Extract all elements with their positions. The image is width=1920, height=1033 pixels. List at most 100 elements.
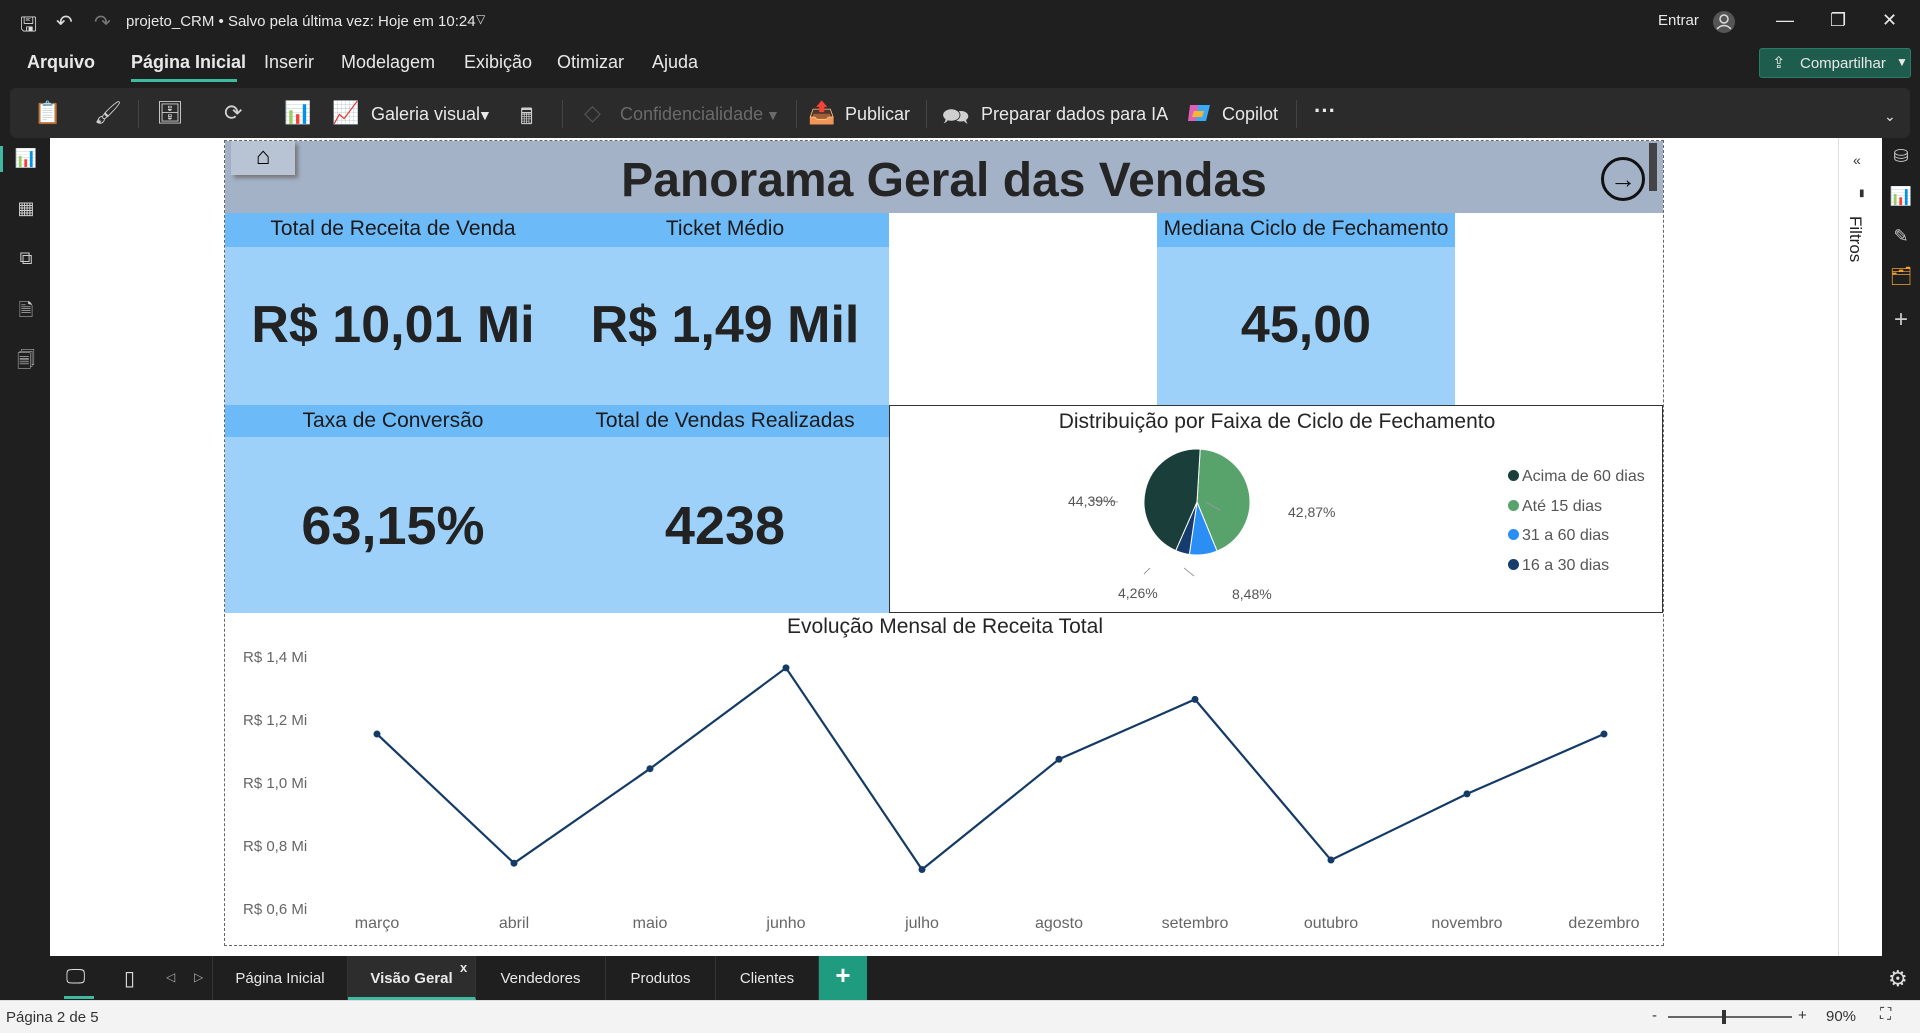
- data-pane-icon[interactable]: ⛁: [1893, 146, 1909, 166]
- view-switcher: 📊 ▦ ⧉ 🗎 🗐: [0, 138, 50, 955]
- line-chart-title: Evolução Mensal de Receita Total: [787, 615, 1103, 638]
- title-bar: 🖫 ↶ ↷ projeto_CRM • Salvo pela última ve…: [0, 0, 1920, 44]
- y-tick-label: R$ 1,0 Mi: [243, 775, 308, 792]
- legend-item[interactable]: Até 15 dias: [1508, 498, 1602, 516]
- minimize-button[interactable]: —: [1776, 10, 1794, 30]
- filters-pane[interactable]: « ▮ Filtros: [1838, 138, 1882, 956]
- chevron-down-icon[interactable]: ▼: [478, 107, 492, 123]
- expand-filters-icon[interactable]: «: [1853, 152, 1861, 168]
- calculator-icon[interactable]: 🖩: [520, 104, 534, 129]
- publish-icon: 📤: [808, 100, 836, 125]
- document-title[interactable]: projeto_CRM • Salvo pela última vez: Hoj…: [126, 13, 476, 30]
- copilot-button[interactable]: Copilot: [1222, 104, 1279, 124]
- pie-slice-2: [1196, 448, 1251, 552]
- model-view-icon[interactable]: ⧉: [19, 248, 33, 268]
- format-painter-icon[interactable]: 🖌: [94, 100, 122, 125]
- page-tab-pagina-inicial[interactable]: Página Inicial: [212, 956, 348, 1000]
- maximize-button[interactable]: ❐: [1830, 10, 1847, 30]
- next-page-button[interactable]: →: [1601, 157, 1645, 201]
- y-tick-label: R$ 0,8 Mi: [243, 838, 308, 855]
- bookmarks-icon[interactable]: 🗂: [1889, 266, 1913, 286]
- kpi-card-receita[interactable]: Total de Receita de Venda R$ 10,01 Mi: [225, 213, 561, 405]
- redo-icon[interactable]: ↷: [94, 12, 111, 34]
- kpi-card-conversao[interactable]: Taxa de Conversão 63,15%: [225, 405, 561, 613]
- visual-gallery-button[interactable]: Galeria visual: [371, 104, 481, 124]
- x-tick-label: março: [354, 915, 400, 932]
- undo-icon[interactable]: ↶: [56, 12, 73, 34]
- share-button[interactable]: ⇪ Compartilhar ▼: [1759, 48, 1911, 78]
- page-tab-visao-geral[interactable]: Visão Geral x: [348, 956, 476, 1000]
- home-icon: ⌂: [255, 143, 271, 170]
- next-page-icon[interactable]: ▷: [194, 970, 204, 984]
- legend-item[interactable]: 16 a 30 dias: [1508, 557, 1609, 575]
- save-icon[interactable]: 🖫: [20, 14, 38, 36]
- settings-gear-icon[interactable]: ⚙: [1888, 966, 1908, 991]
- menu-arquivo[interactable]: Arquivo: [27, 52, 96, 72]
- menu-exibicao[interactable]: Exibição: [464, 52, 533, 72]
- chevron-down-icon[interactable]: ▽: [476, 12, 486, 26]
- add-page-button[interactable]: +: [819, 956, 867, 1000]
- pie-label-ate-15: 42,87%: [1288, 504, 1336, 520]
- collapse-ribbon-icon[interactable]: ⌄: [1884, 108, 1896, 124]
- paste-icon[interactable]: 📋: [34, 100, 62, 125]
- menu-pagina-inicial[interactable]: Página Inicial: [131, 52, 247, 72]
- pie-slice-1: [1143, 448, 1201, 552]
- desktop-layout-icon[interactable]: 🖵: [66, 966, 86, 988]
- home-button[interactable]: ⌂: [231, 141, 295, 175]
- kpi-value: R$ 10,01 Mi: [251, 296, 535, 354]
- active-layout-indicator: [64, 996, 94, 999]
- data-point: [646, 765, 654, 773]
- zoom-level[interactable]: 90%: [1826, 1008, 1857, 1025]
- pie-label-31-60: 8,48%: [1232, 586, 1272, 602]
- zoom-slider[interactable]: [1668, 1016, 1792, 1018]
- page-tab-clientes[interactable]: Clientes: [716, 956, 819, 1000]
- visualizations-icon[interactable]: 📊: [1889, 186, 1913, 206]
- pie-chart-card[interactable]: Distribuição por Faixa de Ciclo de Fecha…: [889, 405, 1663, 613]
- menu-ajuda[interactable]: Ajuda: [652, 52, 699, 72]
- close-button[interactable]: ✕: [1882, 10, 1898, 30]
- get-data-icon[interactable]: 🗄: [156, 100, 184, 125]
- sensitivity-icon: ◇: [584, 100, 601, 125]
- menu-inserir[interactable]: Inserir: [264, 52, 315, 72]
- prev-page-icon[interactable]: ◁: [166, 970, 176, 984]
- zoom-out-button[interactable]: -: [1652, 1007, 1657, 1024]
- signin-link[interactable]: Entrar: [1658, 12, 1699, 29]
- table-view-icon[interactable]: ▦: [17, 198, 35, 218]
- add-pane-icon[interactable]: +: [1893, 306, 1908, 333]
- close-tab-icon[interactable]: x: [460, 960, 468, 975]
- legend-swatch: [1508, 500, 1519, 511]
- menu-otimizar[interactable]: Otimizar: [557, 52, 624, 72]
- publish-button[interactable]: Publicar: [845, 104, 911, 124]
- legend-swatch: [1508, 529, 1519, 540]
- data-point: [1055, 755, 1063, 763]
- zoom-in-button[interactable]: +: [1798, 1007, 1807, 1024]
- mobile-layout-icon[interactable]: ▯: [124, 968, 136, 990]
- fit-page-icon[interactable]: ⛶: [1880, 1006, 1892, 1023]
- dax-query-icon[interactable]: 🗎: [18, 300, 34, 320]
- x-tick-label: novembro: [1431, 915, 1503, 932]
- zoom-slider-thumb[interactable]: [1722, 1010, 1726, 1024]
- report-view-icon[interactable]: 📊: [14, 148, 38, 168]
- tmdl-view-icon[interactable]: 🗐: [17, 350, 35, 370]
- status-bar: Página 2 de 5 - + 90% ⛶: [0, 1000, 1920, 1033]
- legend-item[interactable]: 31 a 60 dias: [1508, 527, 1609, 545]
- x-tick-label: outubro: [1303, 915, 1359, 932]
- page-tab-vendedores[interactable]: Vendedores: [476, 956, 606, 1000]
- kpi-card-vendas[interactable]: Total de Vendas Realizadas 4238: [561, 405, 889, 613]
- format-pane-icon[interactable]: ✎: [1893, 226, 1909, 246]
- legend-item[interactable]: Acima de 60 dias: [1508, 468, 1645, 486]
- page-tab-produtos[interactable]: Produtos: [606, 956, 716, 1000]
- new-visual-icon[interactable]: 📊: [284, 100, 312, 125]
- user-avatar-icon[interactable]: [1712, 10, 1736, 34]
- refresh-icon[interactable]: ⟳: [224, 100, 243, 125]
- filter-icon: ▮: [1859, 188, 1865, 199]
- line-chart-svg[interactable]: [225, 641, 1665, 921]
- prepare-data-button[interactable]: Preparar dados para IA: [981, 104, 1169, 124]
- menu-modelagem[interactable]: Modelagem: [341, 52, 436, 72]
- pie-label-acima-60: 44,39%: [1068, 493, 1116, 509]
- kpi-card-ticket[interactable]: Ticket Médio R$ 1,49 Mil: [561, 213, 889, 405]
- more-options-button[interactable]: ···: [1314, 98, 1336, 123]
- copilot-icon: [1188, 105, 1210, 121]
- kpi-card-mediana[interactable]: Mediana Ciclo de Fechamento 45,00: [1157, 213, 1455, 405]
- filters-label[interactable]: Filtros: [1846, 216, 1865, 263]
